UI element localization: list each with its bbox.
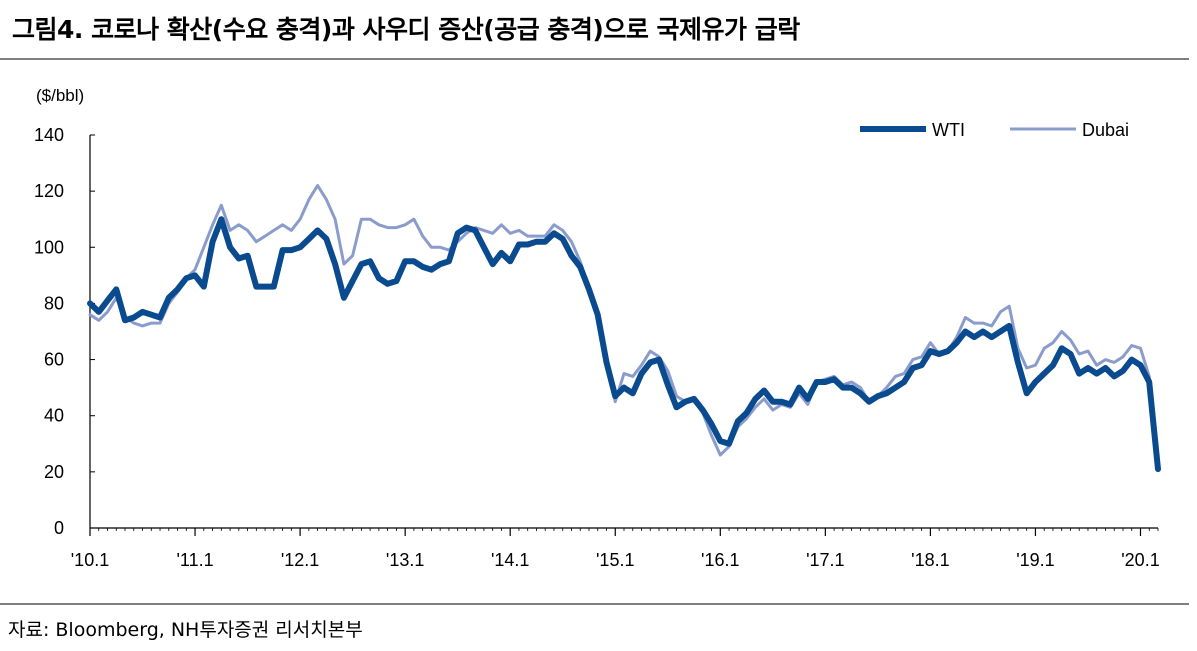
x-tick-label: '10.1 xyxy=(71,550,109,570)
y-tick-label: 100 xyxy=(34,237,64,257)
source-note: 자료: Bloomberg, NH투자증권 리서치본부 xyxy=(8,619,363,641)
x-tick-label: '16.1 xyxy=(701,550,739,570)
y-tick-label: 40 xyxy=(44,406,64,426)
y-tick-label: 140 xyxy=(34,125,64,145)
x-tick-label: '17.1 xyxy=(806,550,844,570)
x-tick-label: '15.1 xyxy=(596,550,634,570)
bottom-rule xyxy=(0,603,1189,605)
y-tick-label: 120 xyxy=(34,181,64,201)
y-tick-label: 0 xyxy=(54,518,64,538)
x-tick-label: '18.1 xyxy=(911,550,949,570)
series-line-wti xyxy=(87,216,1161,473)
tick-labels: 140 120 100 80 60 40 20 0 ($/bbl) '10.1 '11.1 '12.1… xyxy=(34,86,1160,570)
series-line-dubai xyxy=(88,184,1160,463)
x-tick-label: '20.1 xyxy=(1121,550,1159,570)
top-rule xyxy=(0,58,1189,60)
oil-price-chart: 140 120 100 80 60 40 20 0 ($/bbl) '10.1 '11.1 '12.1… xyxy=(34,86,1161,570)
y-tick-label: 80 xyxy=(44,293,64,313)
legend: WTI Dubai xyxy=(860,120,1129,140)
y-tick-label: 60 xyxy=(44,350,64,370)
legend-label-wti: WTI xyxy=(932,120,965,140)
x-tick-label: '19.1 xyxy=(1016,550,1054,570)
chart-axes xyxy=(89,134,1159,536)
series-lines xyxy=(87,184,1161,473)
x-tick-label: '14.1 xyxy=(491,550,529,570)
y-axis-unit: ($/bbl) xyxy=(36,86,84,105)
chart-title: 그림4. 코로나 확산(수요 충격)과 사우디 증산(공급 충격)으로 국제유가… xyxy=(12,15,800,44)
legend-label-dubai: Dubai xyxy=(1082,120,1129,140)
x-tick-label: '11.1 xyxy=(176,550,213,570)
y-tick-label: 20 xyxy=(44,462,64,482)
x-tick-label: '13.1 xyxy=(386,550,424,570)
x-tick-label: '12.1 xyxy=(281,550,319,570)
